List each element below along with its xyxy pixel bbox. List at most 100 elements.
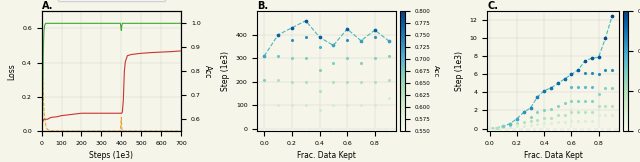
Point (573, 100, 583, 103)
Point (566, 100, 577, 103)
Point (342, 28, 352, 30)
Point (505, 126, 515, 128)
Point (356, 104, 366, 107)
Point (259, 55, 269, 57)
Train Acc (147, 22, 155, 24)
Train Loss (118, 116, 125, 118)
Point (287, 57, 297, 60)
Train Loss (42, 123, 49, 125)
Train Loss (118, 130, 126, 132)
Point (607, 15, 617, 17)
Point (566, 73, 577, 76)
Point (607, 127, 617, 130)
Point (580, 86, 590, 88)
Point (566, 120, 577, 123)
Text: C.: C. (487, 0, 498, 11)
Point (587, 120, 597, 123)
Train Loss (39, 87, 47, 89)
Point (342, 127, 352, 130)
Point (356, 127, 366, 130)
Point (328, 62, 339, 64)
Line: Train Loss: Train Loss (42, 20, 181, 131)
Test Acc (38, 128, 45, 130)
Train Acc (39, 89, 47, 91)
Point (607, 69, 617, 71)
Point (559, 121, 570, 123)
Test Acc (77, 112, 85, 114)
Point (580, 120, 590, 123)
Train Loss (138, 130, 145, 132)
Train Loss (177, 130, 185, 132)
Train Acc (68, 22, 76, 24)
Point (607, 15, 617, 17)
Point (593, 56, 604, 59)
Point (301, 19, 311, 22)
Point (539, 127, 549, 130)
Test Acc (48, 116, 56, 118)
Point (566, 86, 577, 88)
Train Loss (38, 53, 46, 55)
Test Acc (118, 111, 126, 113)
Point (383, 127, 394, 130)
Test Acc (68, 113, 76, 115)
Train Loss (52, 130, 60, 132)
Point (546, 87, 556, 89)
Point (301, 19, 311, 22)
Train Acc (43, 22, 51, 24)
Test Acc (39, 119, 47, 121)
Test Acc (108, 112, 115, 114)
Y-axis label: Step (1e3): Step (1e3) (455, 51, 464, 91)
Point (532, 127, 543, 130)
Point (566, 111, 577, 114)
Point (505, 127, 515, 130)
Point (532, 96, 543, 98)
Point (525, 124, 536, 126)
Point (607, 114, 617, 116)
Test Acc (116, 112, 124, 114)
Point (370, 29, 380, 31)
Train Loss (97, 130, 105, 132)
Train Acc (40, 39, 47, 41)
Point (370, 29, 380, 31)
Point (273, 34, 283, 36)
Point (546, 122, 556, 124)
Train Acc (157, 22, 165, 24)
Point (573, 69, 583, 71)
Train Acc (116, 22, 124, 24)
Point (525, 106, 536, 109)
Point (600, 69, 611, 71)
Point (328, 127, 339, 130)
Test Acc (40, 118, 48, 120)
Point (553, 121, 563, 123)
Point (370, 104, 380, 107)
Train Acc (118, 29, 125, 31)
Point (525, 106, 536, 109)
Point (273, 55, 283, 57)
Train Loss (40, 110, 48, 112)
Point (532, 96, 543, 98)
Point (314, 90, 324, 93)
Train Loss (38, 36, 46, 38)
Text: B.: B. (257, 0, 268, 11)
Point (553, 114, 563, 116)
Train Loss (120, 130, 128, 132)
Point (600, 105, 611, 107)
X-axis label: Frac. Data Kept: Frac. Data Kept (524, 151, 582, 161)
Legend: Train Loss, Train Acc, Test Acc: Train Loss, Train Acc, Test Acc (58, 0, 164, 1)
Point (328, 44, 339, 47)
Point (600, 87, 611, 89)
Y-axis label: Acc: Acc (203, 65, 212, 78)
Point (593, 114, 604, 116)
Point (512, 117, 522, 120)
Point (546, 127, 556, 130)
Test Acc (88, 112, 95, 114)
Train Acc (44, 22, 51, 24)
Train Loss (157, 130, 165, 132)
Train Acc (120, 22, 127, 24)
Point (532, 118, 543, 121)
Train Loss (44, 128, 51, 130)
Point (580, 100, 590, 103)
Train Acc (108, 22, 115, 24)
Point (499, 125, 509, 127)
Point (587, 57, 597, 59)
